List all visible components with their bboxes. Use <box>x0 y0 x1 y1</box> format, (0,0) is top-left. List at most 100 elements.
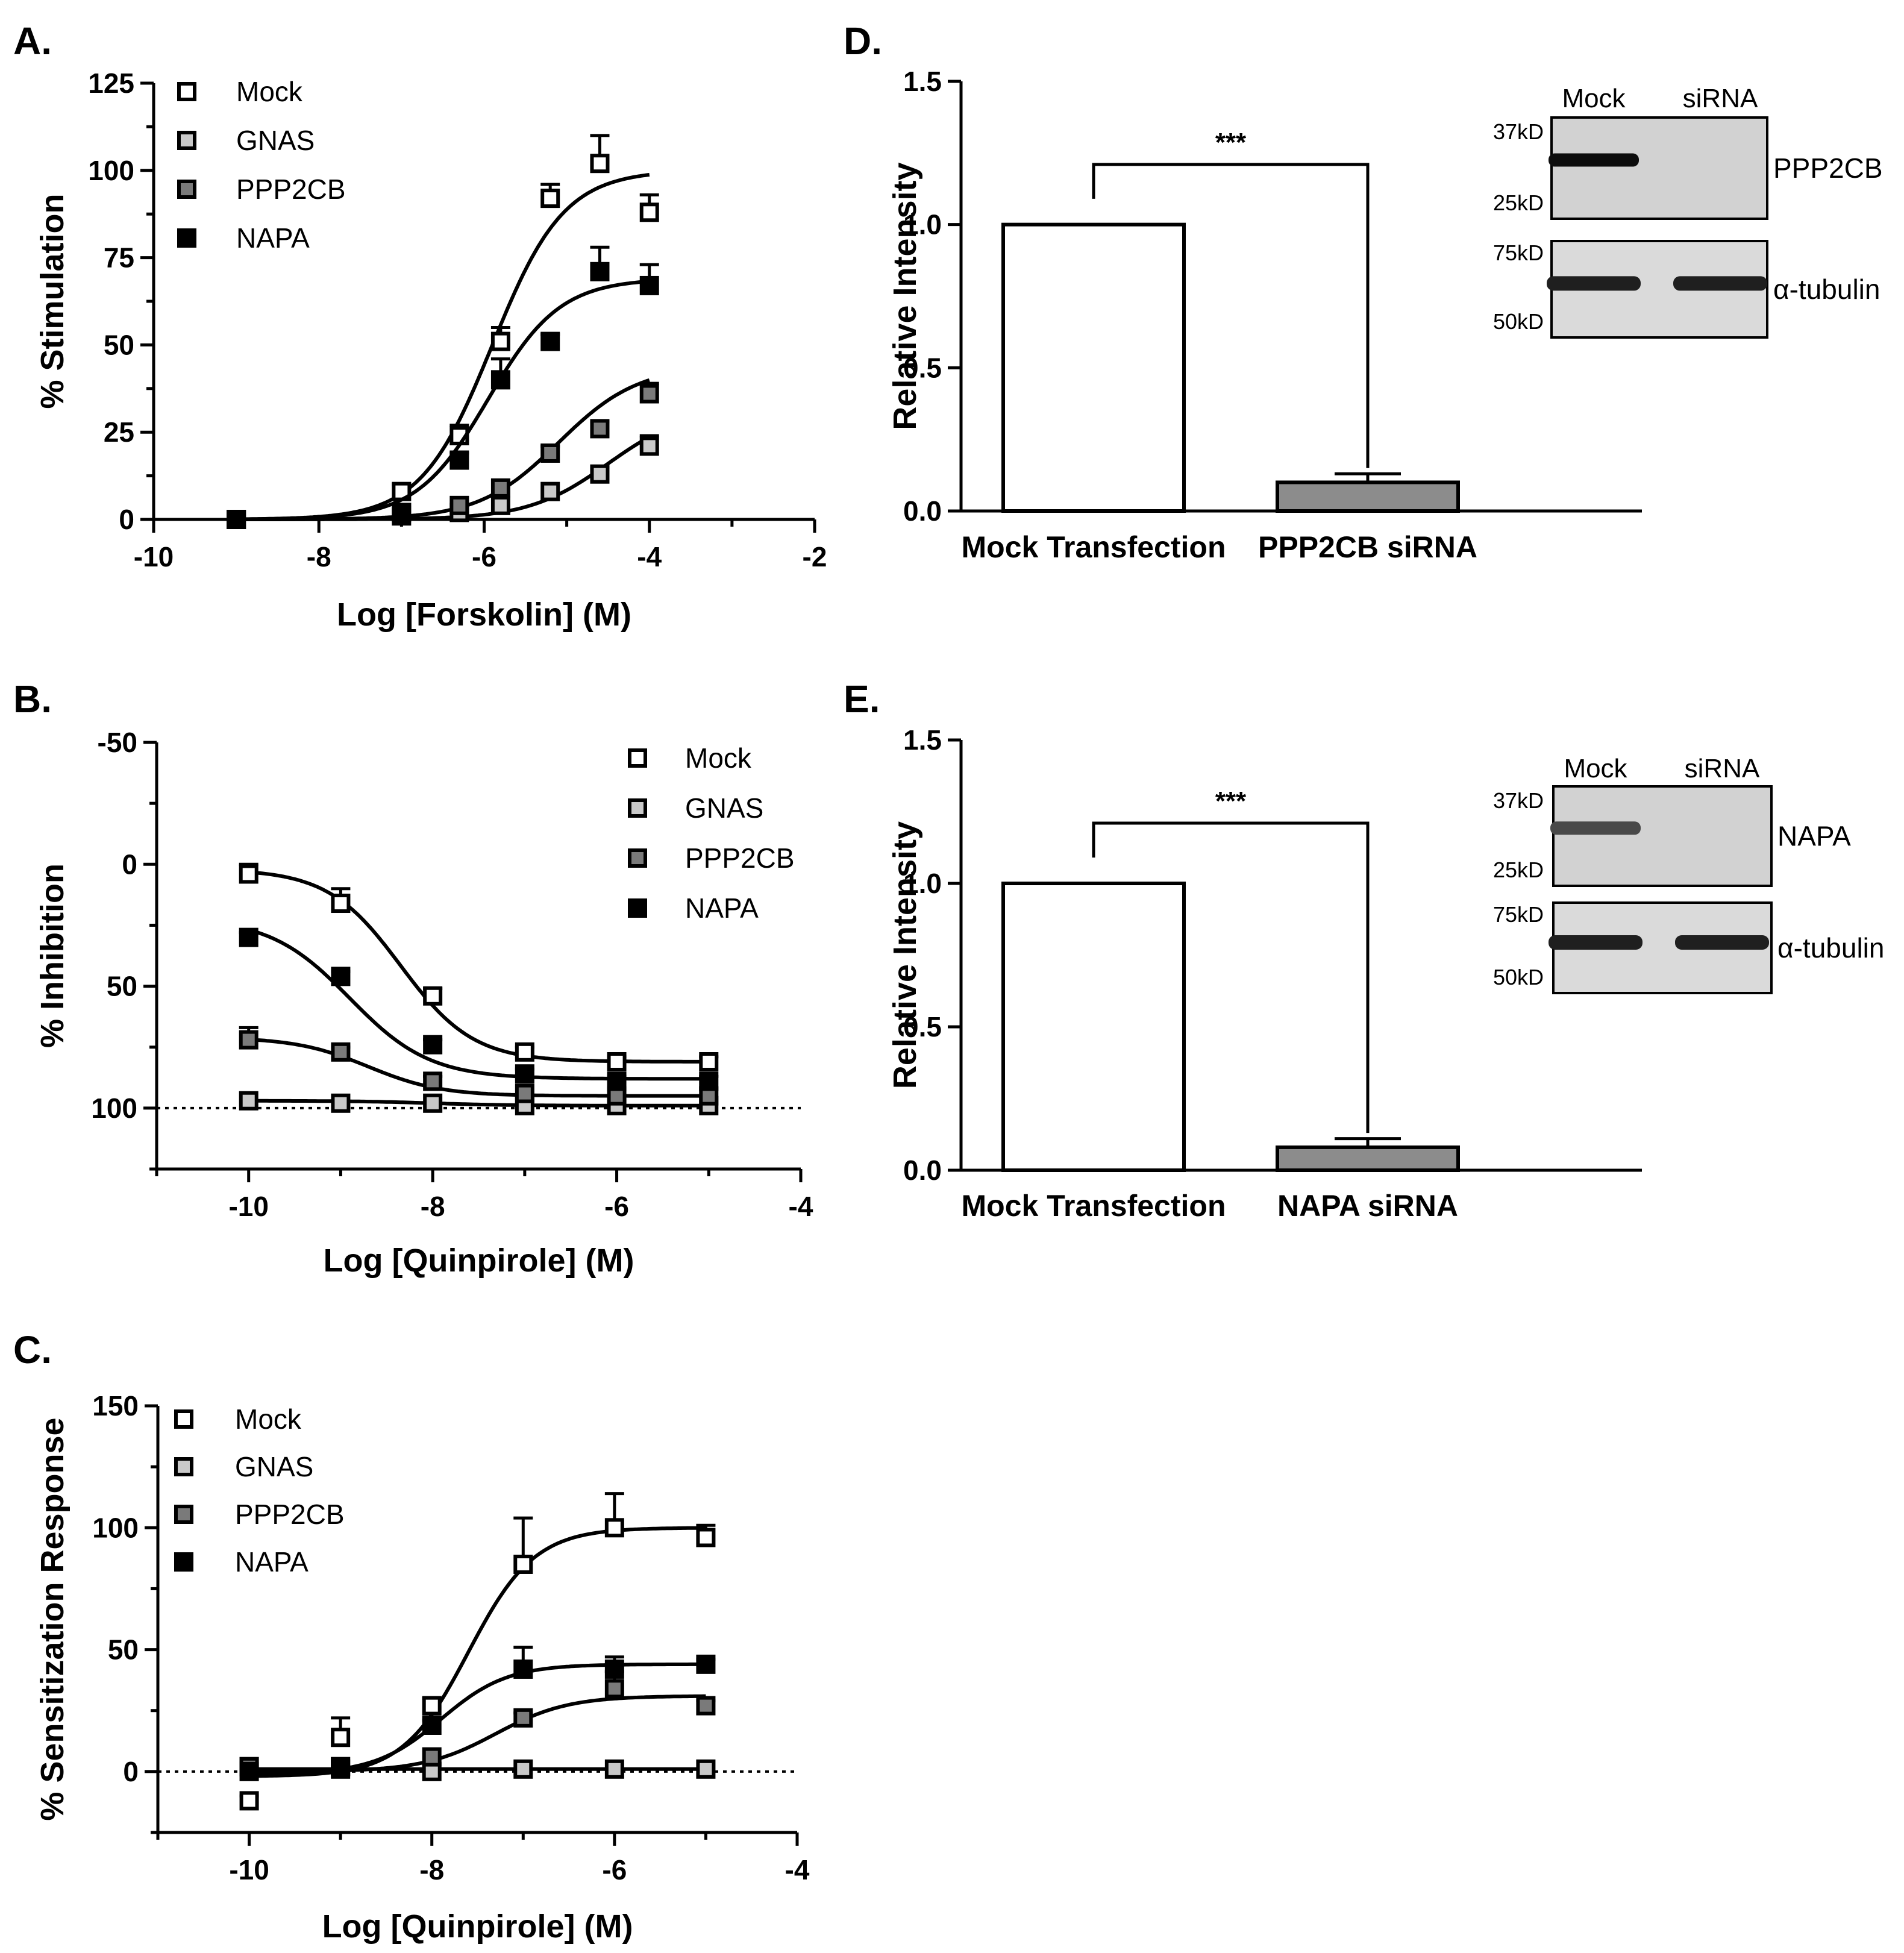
x-axis-label: Log [Forskolin] (M) <box>337 597 631 633</box>
category-label: PPP2CB siRNA <box>1258 530 1477 564</box>
x-tick-label: -10 <box>228 1191 268 1222</box>
x-tick-label: -2 <box>803 541 827 572</box>
data-point-gnas <box>604 1759 624 1779</box>
data-point-napa <box>423 1035 443 1055</box>
significance-bracket <box>1092 163 1370 468</box>
x-tick-label: -4 <box>785 1854 810 1886</box>
legend-label: GNAS <box>235 1451 313 1482</box>
legend-label: PPP2CB <box>236 174 346 205</box>
category-label: NAPA siRNA <box>1277 1189 1458 1223</box>
marker-label: 25kD <box>1493 190 1544 215</box>
fit-curve-ppp2cb <box>248 1038 709 1098</box>
y-tick-label: 50 <box>104 329 134 360</box>
y-tick-label: 0.0 <box>903 1155 942 1186</box>
y-tick-label: 1.5 <box>903 724 942 756</box>
y-tick-label: 1.0 <box>903 868 942 899</box>
data-point-napa <box>699 1071 719 1091</box>
y-axis-label: % Inhibition <box>34 864 70 1048</box>
legend-label: GNAS <box>685 792 763 824</box>
y-tick-label: 1.5 <box>903 66 942 97</box>
data-point-ppp2cb <box>490 478 510 498</box>
data-point-napa <box>639 275 659 295</box>
data-point-mock <box>515 1042 534 1062</box>
data-point-ppp2cb <box>449 495 469 515</box>
data-point-napa <box>239 927 258 947</box>
data-point-napa <box>604 1659 624 1679</box>
series-napa <box>227 245 659 529</box>
blot-protein-label: NAPA <box>1777 821 1851 852</box>
data-point-napa <box>392 503 412 522</box>
legend-marker <box>174 1409 193 1429</box>
legend-label: PPP2CB <box>685 842 795 874</box>
y-tick-label: 50 <box>107 971 137 1002</box>
y-tick-label: 0.5 <box>903 352 942 383</box>
data-point-mock <box>490 331 510 351</box>
series-napa <box>239 1646 716 1781</box>
legend-marker <box>174 1505 193 1524</box>
bar-sirna <box>1276 1145 1460 1173</box>
legend-label: NAPA <box>235 1546 308 1578</box>
legend-marker <box>177 228 196 248</box>
marker-label: 37kD <box>1493 119 1544 144</box>
series-mock <box>239 1492 716 1811</box>
y-tick-label: 150 <box>92 1390 139 1422</box>
data-point-ppp2cb <box>604 1679 624 1699</box>
fit-curve-napa <box>236 279 650 521</box>
data-point-gnas <box>239 1091 258 1111</box>
data-point-mock <box>699 1052 719 1071</box>
data-point-ppp2cb <box>423 1071 443 1091</box>
data-point-mock <box>239 864 258 884</box>
legend-marker <box>628 898 647 918</box>
panel-label: B. <box>13 677 52 721</box>
series-gnas <box>239 1757 716 1781</box>
data-point-mock <box>590 154 610 174</box>
data-point-napa <box>239 1761 259 1781</box>
y-tick-label: 125 <box>88 67 134 99</box>
data-point-ppp2cb <box>331 1042 351 1062</box>
y-tick-label: 0 <box>122 848 137 880</box>
x-tick-label: -8 <box>307 541 331 572</box>
data-point-gnas <box>423 1093 443 1113</box>
data-point-napa <box>696 1654 716 1674</box>
data-point-mock <box>607 1052 627 1071</box>
panel-d: D. 0.0 0.5 1.0 1.5 Relative Intensity Mock Tra… <box>844 19 1883 564</box>
data-point-gnas <box>540 481 560 501</box>
marker-label: 50kD <box>1493 309 1544 334</box>
data-point-ppp2cb <box>239 1030 258 1050</box>
series-ppp2cb <box>239 1026 719 1106</box>
y-tick-label: 100 <box>91 1092 137 1124</box>
y-axis-label: Relative Intensity <box>887 162 923 430</box>
data-point-napa <box>590 262 610 281</box>
category-label: Mock Transfection <box>962 530 1226 564</box>
panel-c: C. -10 -8 -6 -4 0 50 100 150 Log [Quinpirole] (M)… <box>13 1328 810 1945</box>
data-point-mock <box>239 1791 259 1811</box>
x-tick-label: -6 <box>602 1854 627 1886</box>
x-tick-label: -8 <box>421 1191 445 1222</box>
legend-label: NAPA <box>236 222 310 254</box>
panel-e: E. 0.0 0.5 1.0 1.5 Relative Intensity Mock Tra… <box>844 677 1884 1223</box>
marker-label: 75kD <box>1493 902 1544 927</box>
tubulin-band <box>1549 935 1643 950</box>
tubulin-band <box>1547 276 1641 291</box>
legend-marker <box>174 1552 193 1572</box>
data-point-mock <box>540 189 560 208</box>
y-axis-label: Relative Intensity <box>887 821 923 1089</box>
fit-curve-napa <box>249 1662 706 1776</box>
y-tick-label: 75 <box>104 242 134 274</box>
blot-top-panel <box>1550 116 1768 220</box>
marker-label: 25kD <box>1493 857 1544 882</box>
legend-marker <box>174 1457 193 1476</box>
y-tick-label: 0 <box>123 1756 139 1787</box>
x-tick-label: -8 <box>419 1854 444 1886</box>
y-tick-label: 0.5 <box>903 1011 942 1042</box>
panel-label: C. <box>13 1328 52 1371</box>
legend-marker <box>628 848 647 868</box>
lane-label: Mock <box>1564 754 1627 783</box>
legend-label: PPP2CB <box>235 1499 345 1530</box>
data-point-napa <box>515 1064 534 1084</box>
legend-label: NAPA <box>685 892 759 924</box>
data-point-mock <box>604 1518 624 1538</box>
data-point-gnas <box>513 1759 533 1779</box>
fit-curve-napa <box>248 928 709 1081</box>
